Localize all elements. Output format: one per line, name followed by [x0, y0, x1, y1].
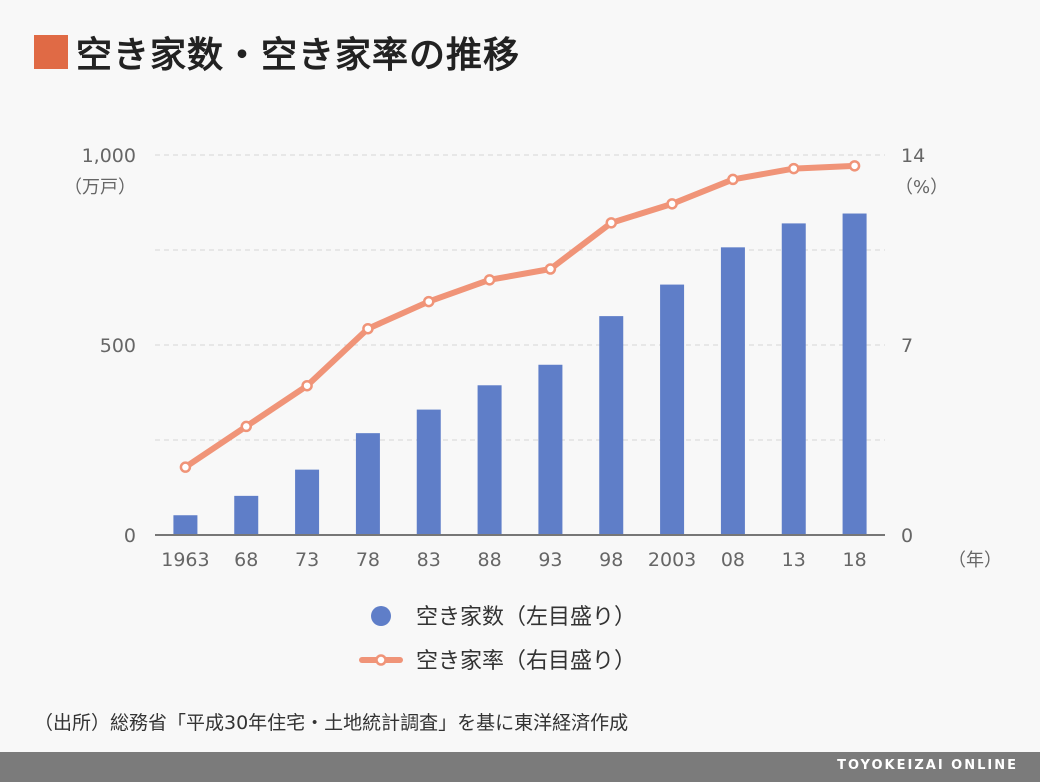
- x-tick-label: 78: [356, 549, 380, 571]
- x-tick-label: 08: [721, 549, 745, 571]
- source-note: （出所）総務省「平成30年住宅・土地統計調査」を基に東洋経済作成: [34, 712, 629, 734]
- bar: [477, 385, 502, 535]
- legend: 空き家数（左目盛り） 空き家率（右目盛り）: [359, 605, 636, 674]
- bar: [660, 284, 685, 535]
- x-tick-label: 2003: [648, 549, 696, 571]
- x-tick-label: 13: [782, 549, 806, 571]
- right-axis-unit: （%）: [895, 177, 948, 198]
- line-point: [544, 263, 557, 275]
- bar: [842, 213, 867, 535]
- x-tick-label: 98: [599, 549, 623, 571]
- line-point: [848, 160, 861, 172]
- right-tick-label: 14: [901, 145, 925, 167]
- legend-bar-label: 空き家数（左目盛り）: [416, 605, 636, 630]
- x-tick-label: 88: [477, 549, 501, 571]
- line-point: [605, 217, 617, 229]
- title-marker: [34, 35, 68, 69]
- left-axis-unit: （万戸）: [64, 177, 136, 198]
- right-tick-label: 7: [901, 335, 913, 357]
- line-point: [788, 162, 800, 175]
- brand-label: TOYOKEIZAI ONLINE: [837, 758, 1018, 773]
- x-tick-label: 93: [538, 549, 562, 571]
- x-tick-label: 18: [842, 549, 866, 571]
- legend-bar-marker: [371, 606, 391, 626]
- bar: [720, 247, 745, 535]
- bar: [599, 316, 624, 535]
- bar: [234, 495, 259, 535]
- line-point: [727, 173, 739, 186]
- axes: 0 500 1,000 0 7 14 （万戸） （%） 1963 68 73 78 83 88 93 98 20…: [64, 145, 1002, 571]
- footer-bar: TOYOKEIZAI ONLINE: [0, 752, 1040, 782]
- chart-title: 空き家数・空き家率の推移: [76, 35, 521, 76]
- legend-line-label: 空き家率（右目盛り）: [416, 649, 636, 674]
- line-point: [240, 420, 252, 433]
- bar-series: [173, 213, 867, 535]
- x-tick-label: 1963: [161, 549, 209, 571]
- left-tick-label: 500: [100, 335, 136, 357]
- line-point: [179, 461, 192, 473]
- x-axis-unit: （年）: [948, 550, 1002, 571]
- left-tick-label: 0: [124, 525, 136, 547]
- x-tick-label: 73: [295, 549, 319, 571]
- title-area: 空き家数・空き家率の推移: [34, 28, 520, 76]
- line-point: [423, 295, 435, 308]
- bar: [538, 364, 563, 535]
- x-tick-label: 68: [234, 549, 258, 571]
- line-series: [179, 160, 861, 473]
- line-point: [301, 379, 313, 392]
- line-point: [666, 198, 678, 210]
- line-point: [483, 274, 496, 286]
- x-tick-label: 83: [417, 549, 441, 571]
- line-point: [362, 322, 374, 335]
- chart: 0 500 1,000 0 7 14 （万戸） （%） 1963 68 73 78 83 88 93 98 20…: [64, 145, 1002, 674]
- legend-line-point: [375, 654, 387, 666]
- right-tick-label: 0: [901, 525, 913, 547]
- gridlines: [155, 154, 885, 441]
- bar: [781, 223, 806, 535]
- left-tick-label: 1,000: [82, 145, 136, 167]
- bar: [295, 469, 320, 535]
- line-path: [182, 162, 858, 471]
- bar: [416, 409, 441, 535]
- bar: [355, 433, 380, 535]
- bar: [173, 515, 198, 535]
